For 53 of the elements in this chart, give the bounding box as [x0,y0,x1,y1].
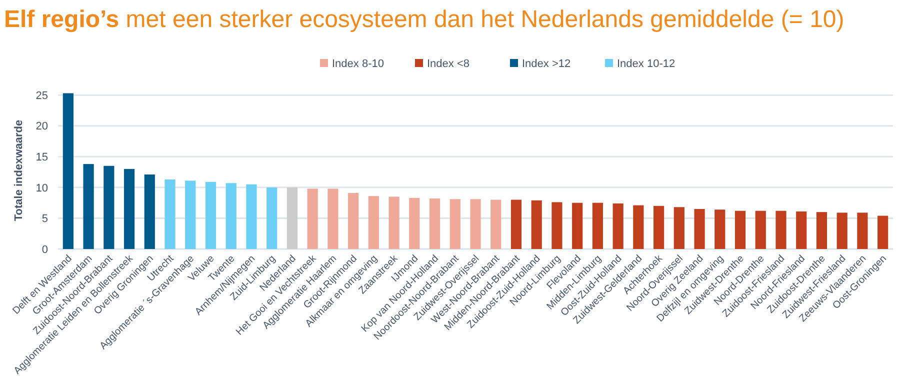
y-tick-label: 5 [42,213,48,226]
legend-label: Index >12 [522,58,571,70]
bar [572,202,583,249]
y-tick-label: 20 [36,120,48,133]
bar [307,188,318,249]
bar [409,198,420,249]
bar [694,208,705,249]
bar [124,168,135,249]
bar [144,174,155,249]
bar [592,202,603,249]
bar [348,192,359,249]
bar [388,196,400,249]
bar [734,210,746,249]
bar [878,216,888,249]
bar [450,199,460,249]
y-tick-label: 10 [36,182,48,194]
bar [83,164,94,249]
bar [816,212,828,249]
bar [429,198,440,249]
bar [755,210,766,249]
chart-title: Elf regio’s met een sterker ecosysteem dan het Nederlands gemiddelde (= 10) [4,6,844,33]
bar [796,211,807,249]
bar [226,183,236,249]
bar [266,187,278,249]
bar [612,203,624,249]
bar [286,187,298,249]
bar [857,212,868,249]
bar [633,205,644,249]
bar [654,206,664,249]
bar [164,179,176,249]
bar [328,188,338,249]
legend-label: Index 10-12 [617,58,676,70]
y-tick-label: 15 [36,151,48,164]
bar [104,166,114,249]
bar [836,212,848,249]
bar [714,210,726,249]
legend-label: Index 8-10 [332,58,384,70]
y-tick-label: 25 [36,90,48,102]
bar [552,202,562,249]
y-axis-title: Totale indexwaarde [13,120,25,222]
bar [531,200,542,249]
bar [246,184,257,249]
bar [674,207,684,249]
bar [185,180,196,249]
bar [368,196,379,249]
bar [776,210,786,249]
bar [470,199,481,249]
bar [490,200,502,249]
bar [62,93,74,249]
bar [510,200,522,249]
bar [205,182,216,249]
legend-label: Index <8 [427,58,470,70]
y-tick-label: 0 [42,244,48,256]
